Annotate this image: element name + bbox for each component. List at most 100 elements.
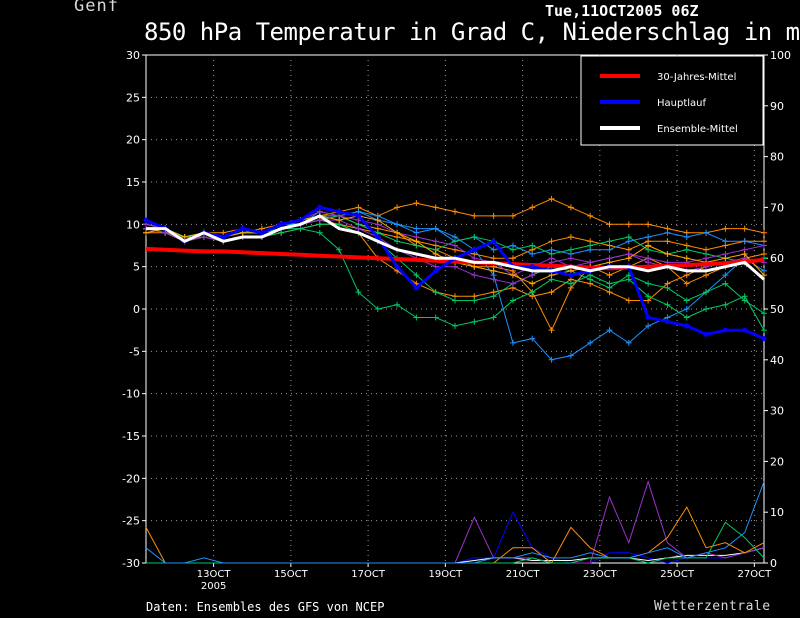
ensemble-point — [722, 272, 729, 279]
ensemble-point — [355, 289, 362, 296]
ensemble-point — [625, 255, 632, 262]
ensemble-point — [490, 314, 497, 321]
ensemble-point — [664, 229, 671, 236]
ensemble-point — [664, 284, 671, 291]
ensemble-point — [490, 267, 497, 274]
ensemble-point — [587, 212, 594, 219]
y-right-tick-label: 60 — [770, 252, 784, 265]
ensemble-point — [490, 212, 497, 219]
main-run-point — [703, 331, 709, 337]
ensemble-point — [432, 204, 439, 211]
ensemble-point — [471, 255, 478, 262]
main-run-point — [433, 268, 439, 274]
ensemble-point — [664, 301, 671, 308]
y-left-tick-label: -10 — [122, 388, 140, 401]
ensemble-point — [316, 229, 323, 236]
ensemble-point — [606, 327, 613, 334]
ensemble-point — [567, 255, 574, 262]
main-run-point — [355, 213, 361, 219]
y-left-tick-label: 15 — [126, 176, 140, 189]
ensemble-point — [683, 255, 690, 262]
x-tick-sublabel: 2005 — [201, 581, 226, 592]
ensemble-point — [645, 234, 652, 241]
ensemble-point — [432, 250, 439, 257]
ensemble-point — [529, 250, 536, 257]
x-tick-label: 19OCT — [429, 569, 464, 580]
main-run-point — [471, 247, 477, 253]
ensemble-point — [394, 221, 401, 228]
ensemble-point — [722, 225, 729, 232]
ensemble-point — [645, 293, 652, 300]
chart-title: 850 hPa Temperatur in Grad C, Niederschl… — [144, 18, 800, 46]
y-right-tick-label: 80 — [770, 151, 784, 164]
y-left-tick-label: 5 — [133, 261, 140, 274]
ensemble-point — [529, 289, 536, 296]
ensemble-point — [587, 339, 594, 346]
data-source-note: Daten: Ensembles des GFS von NCEP — [146, 600, 385, 614]
y-left-tick-label: -25 — [122, 515, 140, 528]
y-left-tick-label: 20 — [126, 134, 140, 147]
ensemble-point — [452, 208, 458, 215]
ensemble-point — [567, 352, 574, 359]
ensemble-point — [394, 301, 401, 308]
ensemble-point — [529, 204, 536, 211]
main-run-point — [336, 209, 342, 215]
legend-label: Ensemble-Mittel — [657, 124, 738, 135]
main-run-point — [375, 234, 381, 240]
x-tick-label: 15OCT — [274, 569, 309, 580]
ensemble-point — [722, 301, 729, 308]
y-right-tick-label: 0 — [770, 557, 777, 570]
y-left-tick-label: 10 — [126, 218, 140, 231]
ensemble-point — [683, 306, 690, 312]
ensemble-point — [413, 238, 420, 245]
ensemble-point — [432, 289, 439, 296]
ensemble-point — [336, 217, 343, 224]
main-run-point — [278, 221, 284, 227]
climatology-line — [145, 246, 765, 271]
ensemble-point — [567, 204, 574, 211]
ensemble-point — [548, 255, 555, 262]
main-run-point — [529, 264, 535, 270]
y-right-tick-label: 20 — [770, 455, 784, 468]
ensemble-point — [567, 234, 574, 241]
ensemble-point — [741, 250, 748, 257]
ensemble-point — [452, 242, 458, 249]
main-run-point — [298, 217, 303, 223]
x-tick-label: 23OCT — [583, 569, 618, 580]
main-run-point — [240, 226, 246, 232]
ensemble-point — [683, 246, 690, 253]
ensemble-point — [413, 225, 420, 232]
ensemble-point — [394, 238, 401, 245]
ensemble-point — [625, 339, 632, 346]
ensemble-point — [490, 246, 497, 253]
y-right-tick-label: 90 — [770, 100, 784, 113]
ensemble-point — [567, 280, 574, 287]
y-left-tick-label: 25 — [126, 91, 140, 104]
ensemble-point — [761, 242, 767, 249]
ensemble-point — [761, 229, 767, 236]
ensemble-point — [645, 322, 652, 329]
main-run-point — [220, 234, 226, 240]
ensemble-point — [606, 272, 613, 279]
ensemble-point — [761, 272, 767, 279]
x-tick-label: 27OCT — [738, 569, 773, 580]
ensemble-point — [741, 297, 748, 304]
ensemble-point — [567, 246, 574, 253]
ensemble-point — [413, 314, 420, 321]
ensemble-point — [548, 238, 555, 245]
ensemble-point — [452, 322, 458, 329]
ensemble-point — [548, 195, 555, 202]
main-run-point — [742, 327, 748, 333]
main-run-point — [259, 230, 265, 236]
y-right-tick-label: 30 — [770, 405, 784, 418]
ensemble-point — [664, 238, 671, 245]
ensemble-point — [394, 204, 401, 211]
ensemble-point — [471, 212, 478, 219]
ensemble-point — [471, 297, 478, 304]
ensemble-point — [587, 276, 594, 283]
ensemble-point — [703, 306, 710, 312]
main-run-point — [684, 323, 690, 329]
ensemble-point — [143, 229, 149, 236]
ensemble-point — [741, 238, 748, 245]
main-run-point — [761, 336, 767, 342]
